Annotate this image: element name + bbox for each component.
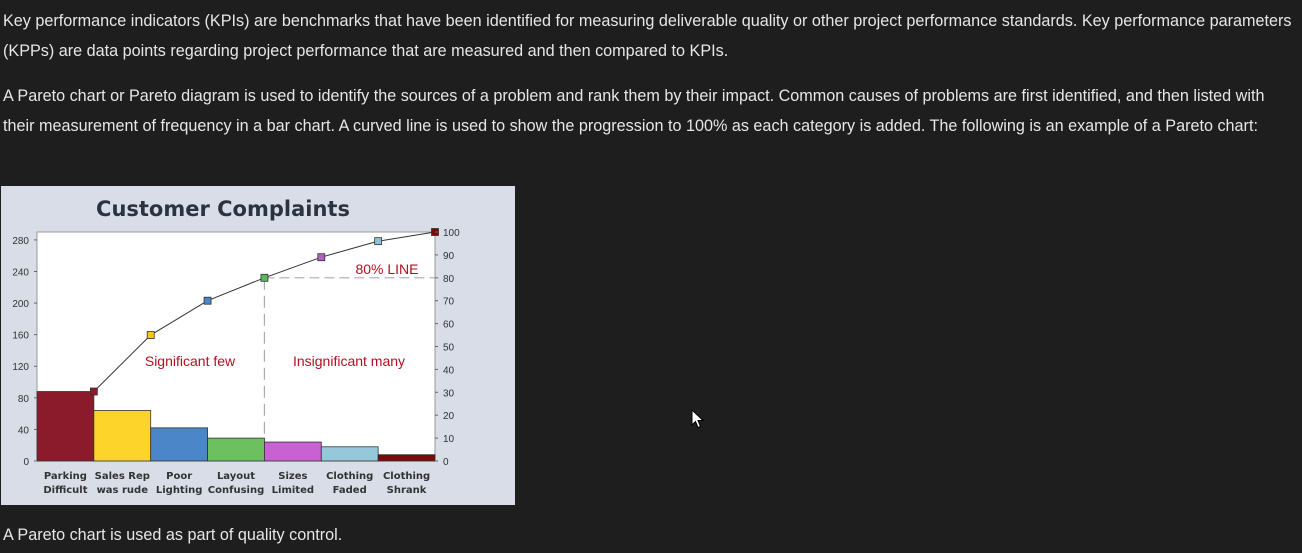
category-label: Parking: [44, 471, 87, 482]
insignificant-many-label: Insignificant many: [293, 353, 405, 369]
y-left-tick-label: 200: [12, 299, 29, 310]
y-right-tick-label: 0: [443, 457, 449, 468]
category-label: Poor: [166, 471, 192, 482]
bar-2: [93, 410, 152, 462]
y-right-tick-label: 100: [443, 228, 460, 239]
bar-7: [377, 454, 436, 462]
category-label: Sales Rep: [95, 471, 150, 482]
y-left-tick-label: 120: [12, 362, 29, 373]
cumulative-marker-5: [317, 253, 326, 262]
bar-6: [320, 446, 379, 462]
chart-title: Customer Complaints: [96, 197, 350, 221]
kpi-paragraph: Key performance indicators (KPIs) are be…: [3, 12, 1292, 60]
pareto-paragraph: A Pareto chart or Pareto diagram is used…: [3, 87, 1265, 135]
y-right-tick-label: 60: [443, 320, 455, 331]
bar-1: [36, 391, 95, 462]
cumulative-marker-3: [203, 296, 212, 305]
y-right-tick-label: 50: [443, 343, 455, 354]
bar-4: [207, 437, 265, 462]
y-left-tick-label: 40: [18, 425, 30, 436]
y-right-tick-label: 80: [443, 274, 455, 285]
category-label: Shrank: [387, 485, 427, 496]
eighty-percent-label: 80% LINE: [355, 261, 418, 277]
category-label: Confusing: [208, 485, 264, 496]
y-left-tick-label: 80: [18, 394, 30, 405]
y-left-tick-label: 160: [12, 331, 29, 342]
y-right-tick-label: 70: [443, 297, 455, 308]
pareto-chart-figure: Customer Complaints 0 40 80 120 160 200 240 280…: [1, 186, 515, 505]
significant-few-label: Significant few: [145, 353, 236, 369]
category-label: Difficult: [43, 485, 87, 496]
y-right-tick-label: 10: [443, 434, 455, 445]
bar-5: [264, 441, 322, 462]
cumulative-marker-4: [260, 273, 269, 282]
pareto-chart: Customer Complaints 04080120160200240280…: [1, 186, 515, 505]
cumulative-marker-1: [89, 387, 98, 396]
y-left-tick-label: 0: [23, 457, 29, 468]
category-label: was rude: [97, 485, 149, 496]
y-right-tick-label: 40: [443, 365, 455, 376]
category-label: Sizes: [278, 471, 307, 482]
y-right-tick-label: 20: [443, 411, 455, 422]
y-right-tick-label: 90: [443, 251, 455, 262]
cumulative-marker-6: [374, 237, 383, 246]
category-label: Layout: [217, 471, 255, 482]
category-label: Faded: [333, 485, 367, 496]
y-left-tick-label: 280: [12, 236, 29, 247]
quality-control-paragraph: A Pareto chart is used as part of qualit…: [3, 526, 343, 544]
mouse-cursor-icon: [691, 409, 705, 429]
category-label: Clothing: [326, 471, 373, 482]
category-label: Lighting: [156, 485, 203, 496]
y-right-tick-label: 30: [443, 388, 455, 399]
category-label: Clothing: [383, 471, 430, 482]
category-label: Limited: [272, 485, 314, 496]
bar-3: [150, 427, 208, 462]
y-left-tick-label: 240: [12, 267, 29, 278]
cumulative-marker-2: [146, 331, 155, 339]
